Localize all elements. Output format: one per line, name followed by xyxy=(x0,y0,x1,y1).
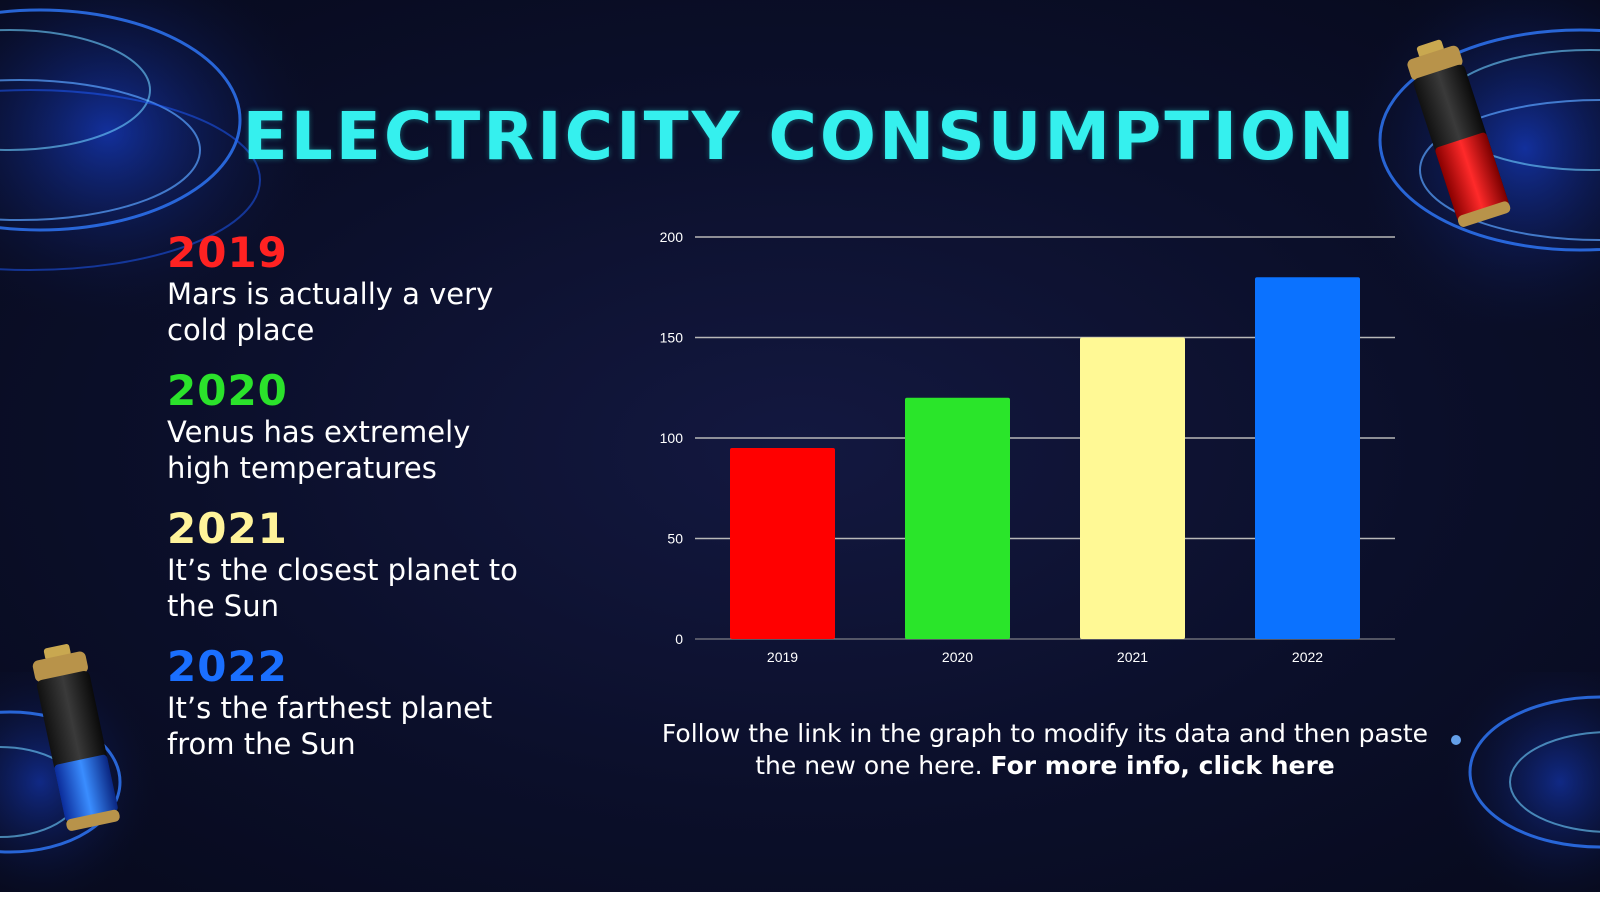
year-description: It’s the farthest planet from the Sun xyxy=(167,691,493,761)
bottom-strip xyxy=(0,892,1600,900)
y-tick-label: 0 xyxy=(675,631,683,647)
footnote: Follow the link in the graph to modify i… xyxy=(650,718,1440,782)
battery-icon-full xyxy=(32,644,120,831)
y-tick-label: 50 xyxy=(667,531,683,547)
more-info-link[interactable]: For more info, click here xyxy=(990,751,1335,780)
bar-2019[interactable] xyxy=(730,448,835,639)
bar-2020[interactable] xyxy=(905,397,1010,639)
year-item-2022: 2022 It’s the farthest planet from the S… xyxy=(167,644,527,762)
year-description: It’s the closest planet to the Sun xyxy=(167,553,518,623)
light-swirl-bottom-right xyxy=(1400,672,1600,892)
y-tick-label: 150 xyxy=(660,330,684,346)
x-tick-label: 2021 xyxy=(1117,649,1148,665)
x-tick-label: 2019 xyxy=(767,649,798,665)
bar-2021[interactable] xyxy=(1080,337,1185,640)
year-heading: 2020 xyxy=(167,366,288,415)
bar-chart[interactable]: 0 50 100 150 200 2019 2020 2021 2022 xyxy=(650,225,1440,685)
year-list: 2019 Mars is actually a very cold place … xyxy=(167,230,527,782)
y-tick-label: 200 xyxy=(660,229,684,245)
bar-chart-svg: 0 50 100 150 200 2019 2020 2021 2022 xyxy=(660,229,1395,665)
year-heading: 2019 xyxy=(167,228,288,277)
x-tick-label: 2020 xyxy=(942,649,973,665)
bar-2022[interactable] xyxy=(1255,277,1360,639)
year-heading: 2021 xyxy=(167,504,288,553)
footnote-text: Follow the link in the graph to modify i… xyxy=(661,719,1429,780)
y-tick-label: 100 xyxy=(660,430,684,446)
year-description: Mars is actually a very cold place xyxy=(167,277,494,347)
year-description: Venus has extremely high temperatures xyxy=(167,415,471,485)
slide-title: ELECTRICITY CONSUMPTION xyxy=(242,98,1358,175)
year-item-2021: 2021 It’s the closest planet to the Sun xyxy=(167,506,527,624)
x-tick-label: 2022 xyxy=(1292,649,1323,665)
year-item-2020: 2020 Venus has extremely high temperatur… xyxy=(167,368,527,486)
year-heading: 2022 xyxy=(167,642,288,691)
year-item-2019: 2019 Mars is actually a very cold place xyxy=(167,230,527,348)
